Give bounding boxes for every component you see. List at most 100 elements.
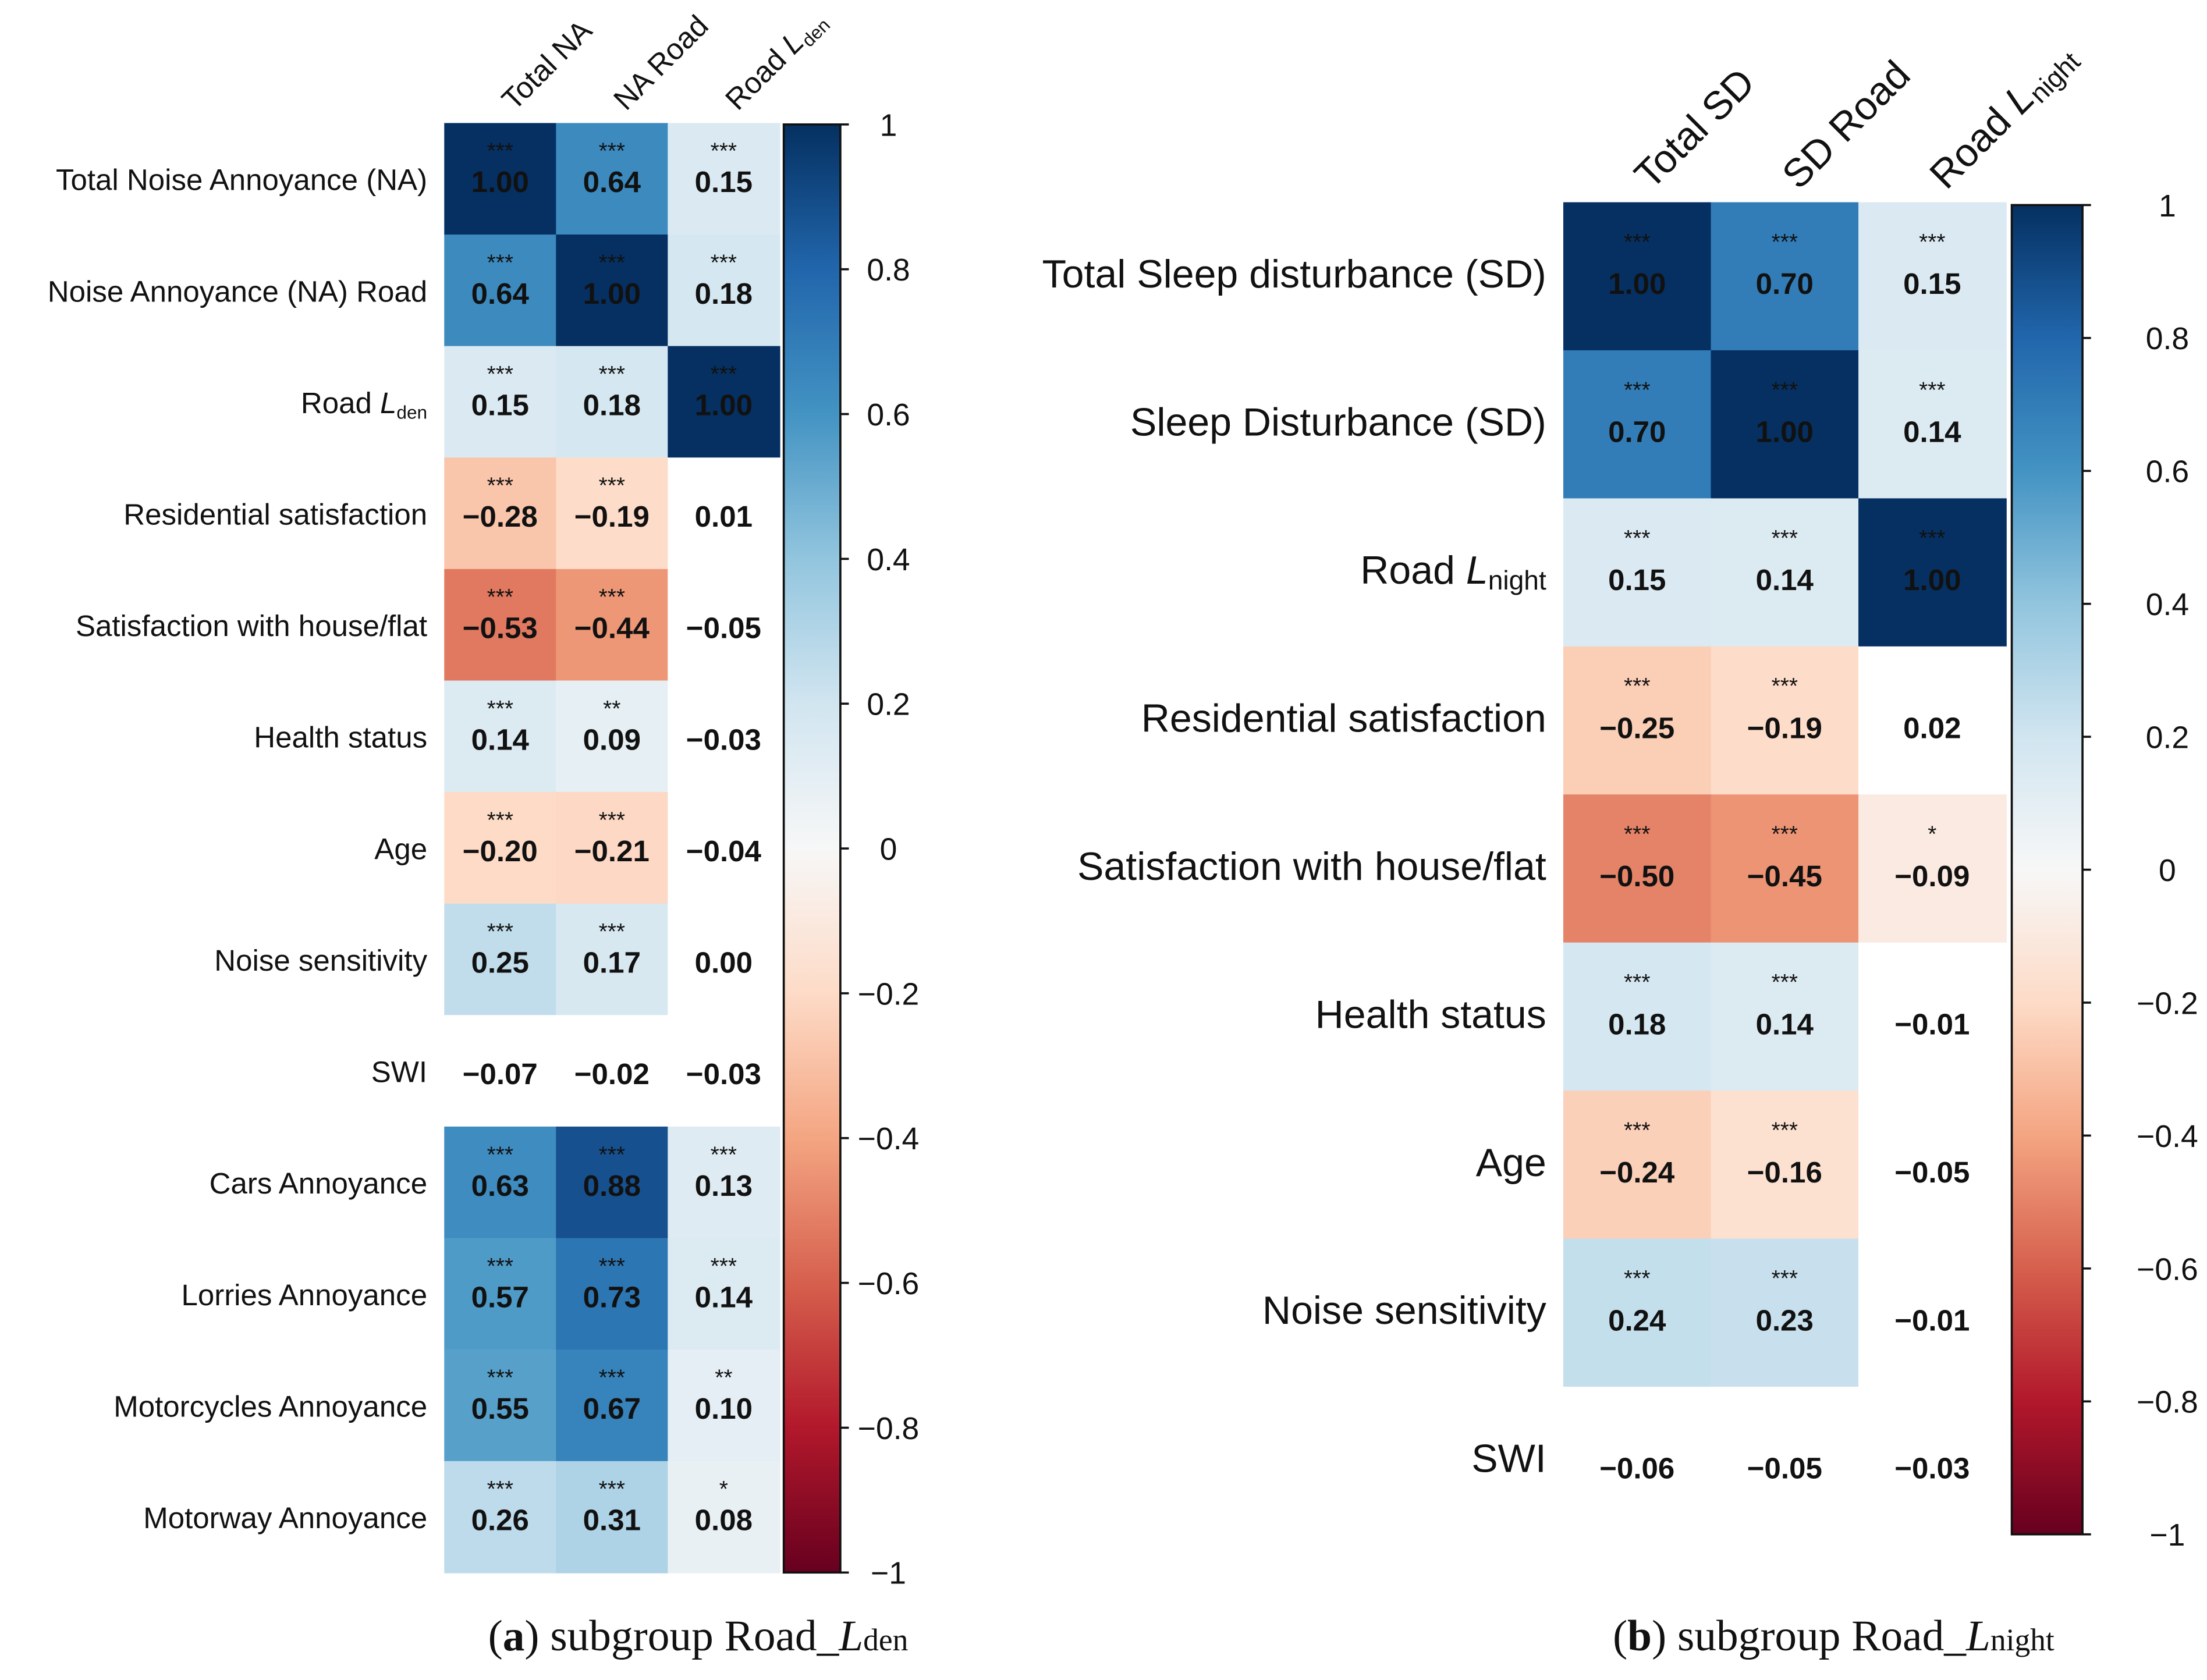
significance-stars: ***: [599, 362, 625, 387]
cell-value: 0.24: [1608, 1303, 1666, 1337]
heatmap-cell: [444, 1349, 557, 1462]
significance-stars: ***: [487, 362, 513, 387]
cell-value: 0.18: [583, 388, 641, 421]
colorbar-tick-label: −0.8: [2137, 1386, 2198, 1420]
row-label: Age: [1476, 1141, 1546, 1185]
significance-stars: ***: [487, 250, 513, 275]
cell-value: −0.02: [574, 1057, 650, 1091]
heatmap-cell: [1563, 1091, 1712, 1239]
cell-value: −0.19: [574, 500, 650, 533]
heatmap-cell: [1858, 498, 2007, 648]
cell-value: −0.05: [1894, 1156, 1970, 1189]
row-label-text: Motorcycles Annoyance: [113, 1390, 427, 1423]
significance-stars: ***: [599, 1254, 625, 1279]
row-label: Sleep Disturbance (SD): [1130, 400, 1546, 445]
column-header: SD Road: [1773, 52, 1918, 197]
cell-value: −0.20: [463, 834, 538, 868]
cell-value: 0.88: [583, 1169, 641, 1202]
significance-stars: **: [603, 697, 620, 722]
cell-value: 0.23: [1756, 1303, 1814, 1337]
column-header: Road Lden: [719, 3, 834, 119]
heatmap-cell: [668, 1126, 780, 1239]
significance-stars: ***: [487, 697, 513, 722]
cell-value: 0.15: [1608, 563, 1666, 596]
row-label-text: Noise sensitivity: [214, 944, 427, 977]
significance-stars: ***: [1772, 674, 1798, 699]
row-label: Road Lden: [301, 386, 427, 423]
panel-caption: (b) subgroup Road_Lnight: [1613, 1612, 2055, 1660]
row-label: Noise sensitivity: [1262, 1288, 1546, 1333]
cell-value: 0.02: [1903, 712, 1961, 745]
heatmap-cell: [556, 1238, 669, 1351]
significance-stars: ***: [711, 1254, 737, 1279]
colorbar-tick-label: 1: [880, 108, 897, 143]
heatmap-cell: [1858, 1238, 2007, 1388]
heatmap-cell: [1563, 942, 1712, 1092]
column-header-text: NA Road: [607, 9, 715, 116]
cell-value: 0.67: [583, 1392, 641, 1425]
significance-stars: ***: [1919, 378, 1945, 403]
cell-value: −0.45: [1747, 859, 1822, 893]
colorbar-tick-label: −0.2: [858, 977, 920, 1011]
heatmap-cell: [1711, 794, 1860, 943]
heatmap-cell: [1563, 1238, 1712, 1388]
colorbar: [782, 123, 842, 1574]
significance-stars: **: [715, 1366, 732, 1391]
row-label: Satisfaction with house/flat: [76, 609, 427, 642]
heatmap-cell: [668, 903, 780, 1016]
significance-stars: ***: [711, 250, 737, 275]
caption-paren: (: [1613, 1612, 1627, 1660]
row-label-text: Satisfaction with house/flat: [76, 609, 427, 642]
significance-stars: ***: [1772, 970, 1798, 995]
heatmap-cell: [556, 1126, 669, 1239]
caption-paren: (: [488, 1612, 503, 1660]
caption-text: subgroup Road_: [539, 1612, 839, 1660]
cell-value: 0.15: [1903, 267, 1961, 300]
significance-stars: ***: [599, 1142, 625, 1167]
significance-stars: ***: [599, 585, 625, 610]
significance-stars: *: [1928, 822, 1936, 847]
cell-value: −0.21: [574, 834, 650, 868]
significance-stars: ***: [1919, 526, 1945, 551]
significance-stars: ***: [1772, 526, 1798, 551]
row-label: Motorway Annoyance: [143, 1501, 427, 1535]
row-label-text: Cars Annoyance: [210, 1167, 427, 1200]
significance-stars: ***: [1919, 230, 1945, 255]
colorbar-tick-label: −0.6: [858, 1267, 920, 1301]
cell-value: 1.00: [583, 277, 641, 310]
significance-stars: ***: [487, 919, 513, 944]
heatmap-cell: [444, 1126, 557, 1239]
cell-value: −0.25: [1599, 712, 1674, 745]
colorbar-tick-label: 0.2: [867, 688, 910, 722]
column-header: Total SD: [1626, 60, 1764, 197]
significance-stars: ***: [487, 139, 513, 164]
significance-stars: ***: [599, 139, 625, 164]
heatmap-cell: [668, 346, 780, 459]
cell-value: −0.09: [1894, 859, 1970, 893]
row-label-text: Road: [301, 386, 380, 420]
column-header: NA Road: [607, 9, 715, 116]
significance-stars: ***: [599, 808, 625, 833]
heatmap-cell: [1858, 794, 2007, 943]
cell-value: 0.18: [695, 277, 753, 310]
heatmap-cell: [1711, 202, 1860, 351]
row-label-italic: L: [1466, 548, 1488, 592]
heatmap-cell: [1711, 646, 1860, 795]
significance-stars: ***: [487, 1254, 513, 1279]
heatmap-cell: [1563, 202, 1712, 351]
caption-paren: ): [1652, 1612, 1666, 1660]
heatmap-cell: [1711, 350, 1860, 499]
significance-stars: ***: [1772, 822, 1798, 847]
heatmap-cell: [556, 569, 669, 681]
heatmap-cell: [556, 123, 669, 236]
heatmap-cell: [668, 792, 780, 904]
significance-stars: ***: [599, 1366, 625, 1391]
cell-value: 0.14: [471, 723, 530, 756]
row-label: Motorcycles Annoyance: [113, 1390, 427, 1423]
row-label-text: Total Sleep disturbance (SD): [1042, 252, 1546, 296]
row-label-text: Sleep Disturbance (SD): [1130, 400, 1546, 445]
cell-value: 0.25: [471, 946, 529, 979]
colorbar-tick-label: −0.4: [2137, 1120, 2198, 1154]
row-label-text: Age: [374, 832, 427, 865]
cell-value: −0.19: [1747, 712, 1822, 745]
